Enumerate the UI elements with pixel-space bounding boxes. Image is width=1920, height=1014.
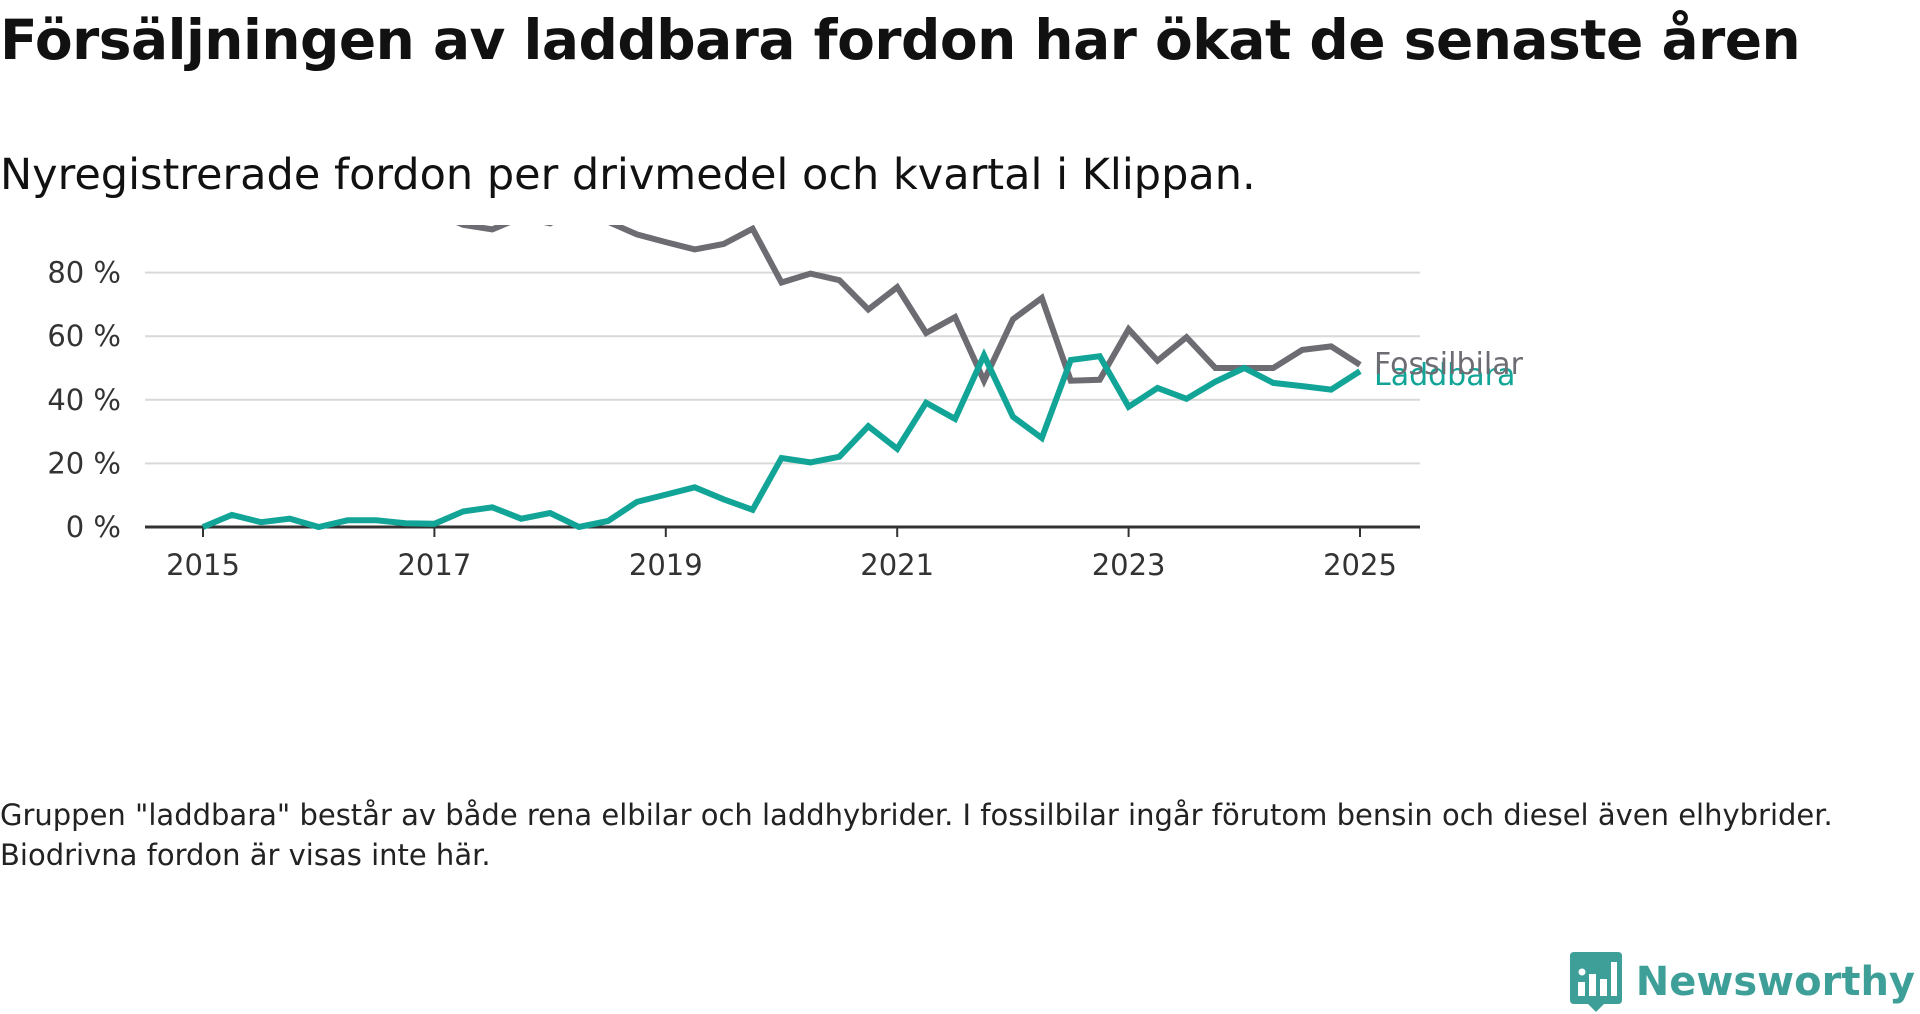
y-tick-label: 80 % [47,256,121,290]
x-tick-label: 2015 [166,548,240,582]
series-label-fossilbilar: Fossilbilar [1374,347,1524,382]
y-tick-label: 60 % [47,319,121,353]
y-tick-label: 40 % [47,383,121,417]
y-axis-tick-labels: 0 % 20 % 40 % 60 % 80 % 100 % [29,225,121,544]
series-label-laddbara: Laddbara [1374,358,1515,393]
y-tick-label: 20 % [47,446,121,480]
newsworthy-logo-icon [1569,952,1622,1012]
chart-title: Försäljningen av laddbara fordon har öka… [0,8,1801,72]
brand-name: Newsworthy [1635,959,1915,1005]
footnote: Gruppen "laddbara" består av både rena e… [0,798,1833,872]
x-axis: 2015 2017 2019 2021 2023 2025 [145,525,1420,582]
line-chart: 0 % 20 % 40 % 60 % 80 % 100 % 2015 2017 2019 202… [29,225,1524,582]
series-lines [201,225,1362,531]
x-tick-label: 2025 [1323,548,1397,582]
gridlines [145,271,1420,465]
newsworthy-logo[interactable]: Newsworthy [1569,950,1915,1014]
x-tick-label: 2023 [1092,548,1166,582]
y-tick-label: 100 % [29,225,121,226]
y-tick-label: 0 % [66,510,121,544]
series-line-laddbara [201,348,1362,531]
x-tick-label: 2017 [397,548,471,582]
chart-subtitle: Nyregistrerade fordon per drivmedel och … [0,150,1256,200]
series-line-fossilbilar [456,225,1362,388]
x-tick-label: 2021 [860,548,934,582]
x-tick-label: 2019 [629,548,703,582]
